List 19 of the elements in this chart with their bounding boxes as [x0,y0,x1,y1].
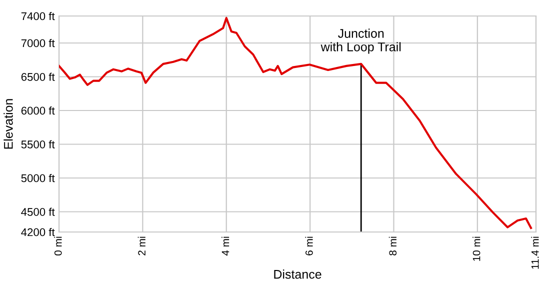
x-tick-label: 11.4 mi [531,236,539,269]
y-tick-label: 4500 ft [21,208,55,216]
y-axis-title: Elevation [4,99,13,149]
x-tick-label: 6 mi [305,236,313,256]
y-tick-label: 7000 ft [21,38,55,48]
y-tick-label: 4200 ft [21,228,55,236]
y-tick-label: 6000 ft [21,106,55,115]
y-tick-label: 7400 ft [21,12,55,20]
y-tick-label: 5500 ft [21,140,55,148]
x-tick-label: 4 mi [222,236,230,256]
y-tick-label: 6500 ft [21,72,55,81]
x-tick-label: 2 mi [138,236,146,256]
x-tick-label: 8 mi [388,236,397,256]
x-tick-label: 10 mi [472,236,480,261]
x-axis-title: Distance [274,270,322,279]
line-series [59,16,532,229]
ref-line-label: Junction with Loop Trail [320,28,401,54]
x-tick-label: 0 mi [54,236,62,256]
y-tick-label: 5000 ft [21,174,55,182]
